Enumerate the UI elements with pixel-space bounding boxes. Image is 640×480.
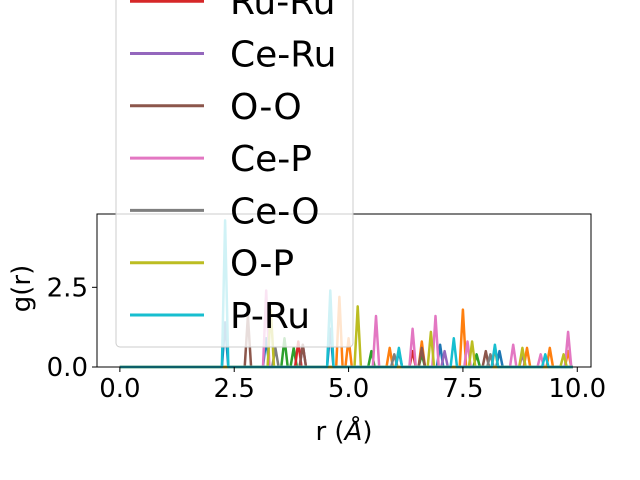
legend-label: P-Ru <box>230 296 310 337</box>
x-tick-label: 5.0 <box>328 374 369 404</box>
y-tick-label: 0.0 <box>47 353 88 383</box>
x-axis-label: r (Å) <box>315 415 372 447</box>
y-axis-label: g(r) <box>7 265 37 312</box>
legend-label: O-O <box>230 87 302 128</box>
y-axis: 0.0 2.5 <box>47 273 97 383</box>
x-tick-label: 7.5 <box>442 374 483 404</box>
x-axis-label-symbol: Å <box>343 415 363 447</box>
legend-label: Ru-Ru <box>230 0 335 23</box>
x-tick-label: 10.0 <box>548 374 606 404</box>
legend-label: Ce-O <box>230 191 320 232</box>
series-line-unnamed-2 <box>119 295 573 369</box>
x-axis-label-text: r ( <box>315 417 344 447</box>
legend-label: O-P <box>230 244 294 285</box>
legend-frame <box>115 0 354 348</box>
x-axis-label-close: ) <box>362 417 372 447</box>
x-tick-label: 2.5 <box>214 374 255 404</box>
legend-label: Ce-P <box>230 139 312 180</box>
y-tick-label: 2.5 <box>47 273 88 303</box>
legend: Ru-Ru Ce-Ru O-O Ce-P Ce-O O-P P-Ru <box>115 0 354 348</box>
x-axis: 0.0 2.5 5.0 7.5 10.0 <box>99 367 606 404</box>
x-tick-label: 0.0 <box>99 374 140 404</box>
legend-label: Ce-Ru <box>230 35 337 76</box>
